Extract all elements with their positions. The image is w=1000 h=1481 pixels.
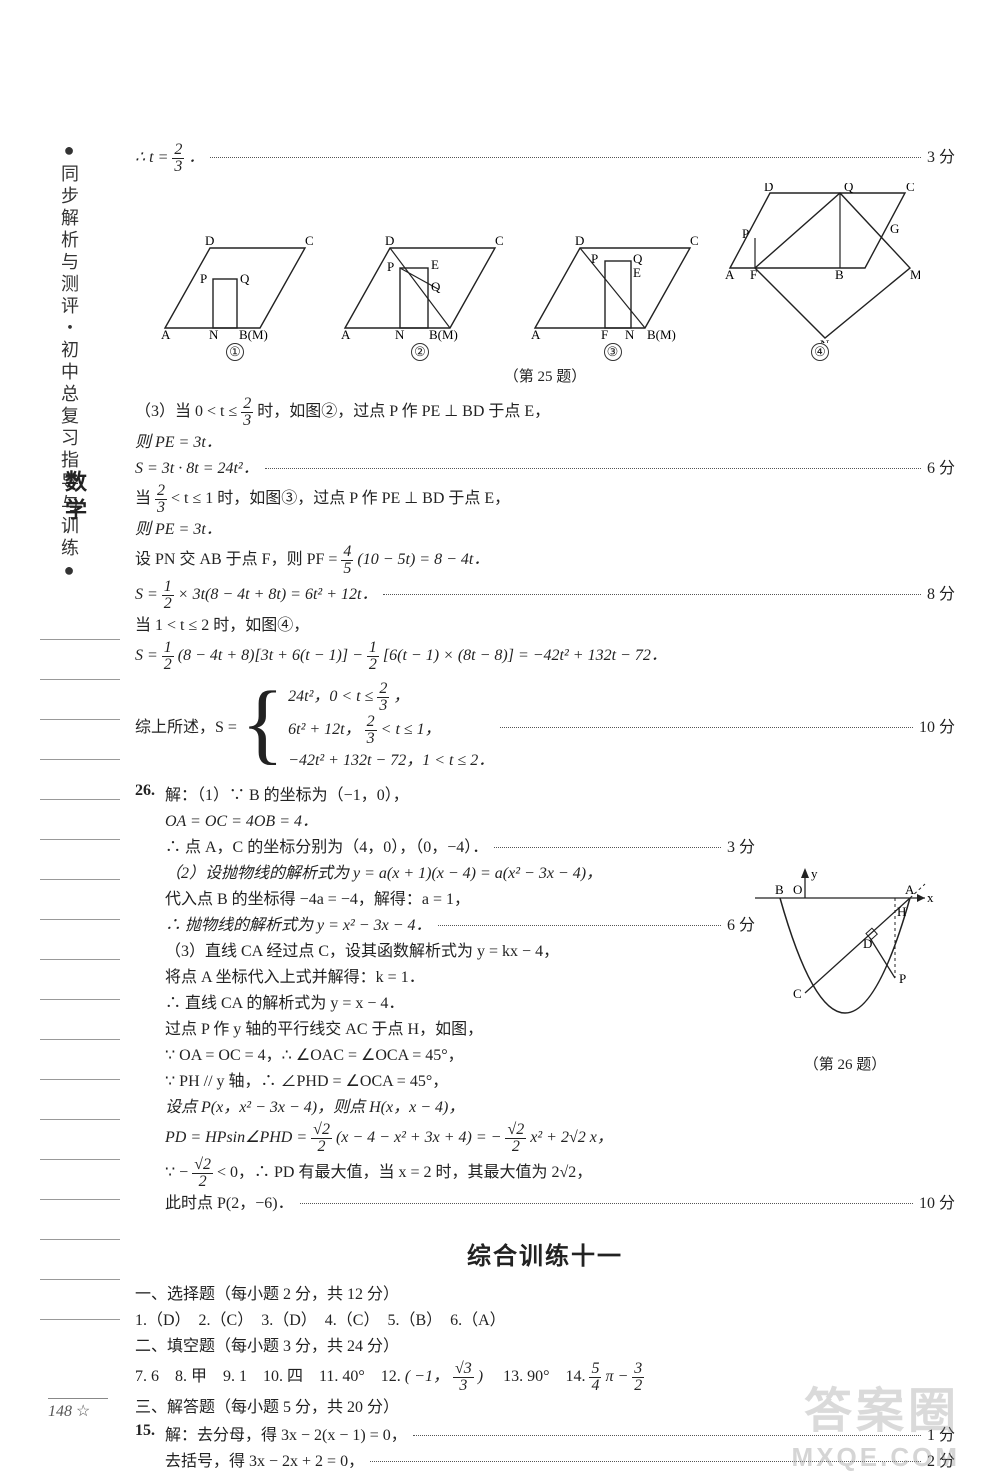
margin-rules xyxy=(40,600,120,1320)
section-heading: 综合训练十一 xyxy=(135,1236,955,1271)
diagram-2: A D C P E Q N B(M) ② xyxy=(335,233,505,361)
svg-text:C: C xyxy=(690,233,699,248)
svg-text:C: C xyxy=(305,233,314,248)
svg-text:Q: Q xyxy=(240,271,250,286)
watermark-url: MXQE.COM xyxy=(792,1442,960,1473)
svg-text:A: A xyxy=(725,267,735,282)
svg-text:Q: Q xyxy=(633,251,643,266)
svg-text:A: A xyxy=(341,327,351,342)
question-15-number: 15. xyxy=(135,1422,155,1476)
svg-text:D: D xyxy=(385,233,394,248)
svg-text:N: N xyxy=(625,327,635,342)
svg-text:B(M): B(M) xyxy=(647,327,676,342)
svg-text:P: P xyxy=(899,971,906,986)
svg-text:D: D xyxy=(575,233,584,248)
watermark-text: 答案圈 xyxy=(804,1371,960,1441)
svg-text:O: O xyxy=(793,882,802,897)
svg-text:B: B xyxy=(835,267,844,282)
svg-text:P: P xyxy=(591,251,598,266)
section-2-header: 二、填空题（每小题 3 分，共 24 分） xyxy=(135,1335,955,1359)
svg-text:C: C xyxy=(793,986,802,1001)
svg-text:D: D xyxy=(863,936,872,951)
svg-text:M: M xyxy=(910,267,920,282)
svg-text:D: D xyxy=(764,183,773,194)
svg-text:N: N xyxy=(209,327,219,342)
mc-answers: 1.（D） 2.（C） 3.（D） 4.（C） 5.（B） 6.（A） xyxy=(135,1309,955,1333)
page-number: 148 ☆ xyxy=(48,1398,108,1421)
figure-26-caption: （第 26 题） xyxy=(745,1053,945,1074)
section-1-header: 一、选择题（每小题 2 分，共 12 分） xyxy=(135,1283,955,1307)
svg-text:H: H xyxy=(897,904,906,919)
svg-text:Q: Q xyxy=(844,183,854,194)
diagram-3: A D C P Q E F N B(M) ③ xyxy=(525,233,700,361)
svg-text:P: P xyxy=(200,271,207,286)
svg-text:P: P xyxy=(387,259,394,274)
svg-text:B(M): B(M) xyxy=(429,327,458,342)
svg-text:B(M): B(M) xyxy=(239,327,268,342)
svg-text:x: x xyxy=(927,890,934,905)
svg-text:A: A xyxy=(531,327,541,342)
svg-text:F: F xyxy=(601,327,608,342)
svg-text:D: D xyxy=(205,233,214,248)
figure-26: B O A x y H D P C （第 26 题） xyxy=(745,868,945,1074)
svg-text:N: N xyxy=(395,327,405,342)
diagram-4: A D Q C P F B G M N ④ xyxy=(720,183,920,361)
svg-text:C: C xyxy=(906,183,915,194)
svg-text:Q: Q xyxy=(431,279,441,294)
subject-label: 数学 xyxy=(58,470,90,526)
diagram-row: A D C P Q N B(M) ① A D C P E Q xyxy=(155,183,955,361)
svg-text:y: y xyxy=(811,868,818,881)
line-t-eq: ∴ t = 23 ． 3 分 xyxy=(135,142,955,175)
svg-text:F: F xyxy=(750,267,757,282)
main-content: ∴ t = 23 ． 3 分 A D C P Q N B(M) ① xyxy=(135,140,955,1476)
question-26-number: 26. xyxy=(135,782,155,1218)
score-3: 3 分 xyxy=(927,146,955,170)
svg-text:G: G xyxy=(890,221,899,236)
svg-text:E: E xyxy=(431,257,439,272)
svg-text:A: A xyxy=(905,882,915,897)
svg-text:C: C xyxy=(495,233,504,248)
svg-text:A: A xyxy=(161,327,171,342)
diagram-1: A D C P Q N B(M) ① xyxy=(155,233,315,361)
svg-text:E: E xyxy=(633,265,641,280)
svg-text:P: P xyxy=(742,226,749,241)
diagrams-caption: （第 25 题） xyxy=(135,365,955,386)
svg-text:B: B xyxy=(775,882,784,897)
